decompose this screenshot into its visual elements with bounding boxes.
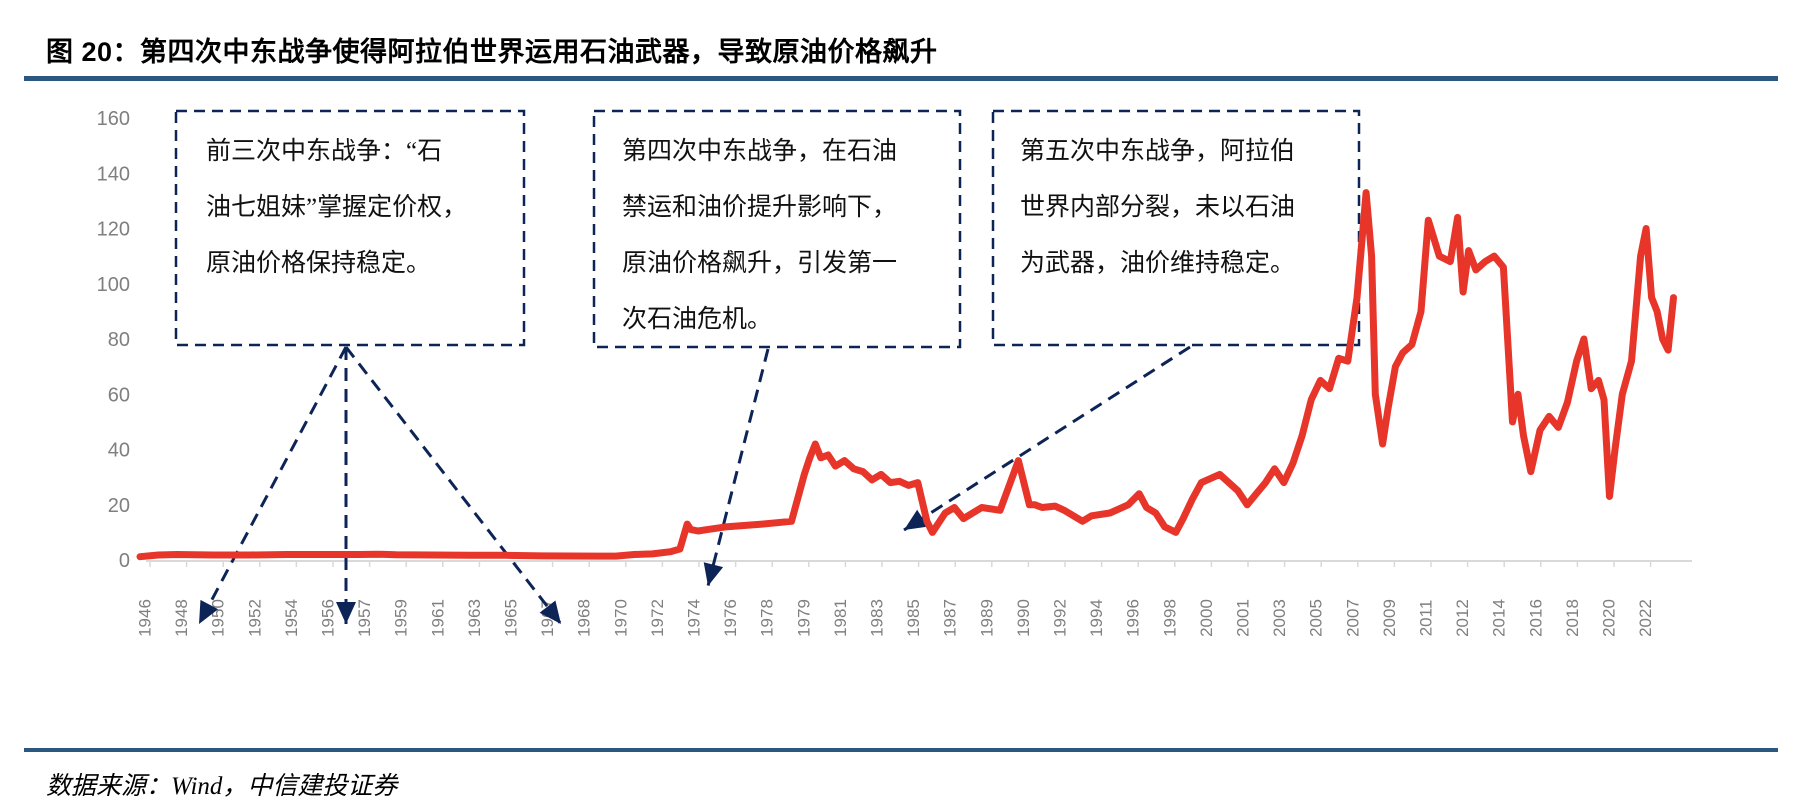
dashed-arrow-line [344, 346, 563, 625]
annotation-line: 次石油危机。 [622, 306, 773, 333]
x-tick-label: 1994 [1087, 599, 1106, 637]
x-tick-label: 2018 [1563, 599, 1582, 637]
annotation-box-border [991, 109, 1361, 347]
y-tick-label: 20 [108, 495, 130, 517]
x-tick-label: 1998 [1160, 599, 1179, 637]
x-tick-label: 2009 [1380, 599, 1399, 637]
x-tick-label: 1961 [428, 599, 447, 637]
annotation-line: 原油价格保持稳定。 [206, 250, 432, 277]
x-tick-label: 1965 [501, 599, 520, 637]
x-tick-label: 1985 [904, 599, 923, 637]
annotation-line: 前三次中东战争：“石 [206, 138, 443, 165]
x-tick-label: 1946 [135, 599, 154, 637]
annotation-box-fourth-war: 第四次中东战争，在石油 禁运和油价提升影响下， 原油价格飙升，引发第一 次石油危… [622, 124, 897, 348]
annotation-line: 油七姐妹”掌握定价权， [206, 194, 468, 221]
x-tick-label: 1954 [282, 599, 301, 637]
x-tick-label: 1974 [684, 599, 703, 637]
annotation-line: 原油价格飙升，引发第一 [622, 250, 898, 277]
x-tick-label: 1979 [794, 599, 813, 637]
x-tick-label: 1963 [465, 599, 484, 637]
x-tick-label: 1948 [172, 599, 191, 637]
annotation-boxes [174, 109, 1361, 349]
annotation-line: 禁运和油价提升影响下， [622, 194, 898, 221]
x-tick-label: 2012 [1453, 599, 1472, 637]
arrowhead-icon [539, 600, 561, 624]
annotation-arrows [197, 345, 1191, 625]
y-tick-label: 120 [97, 219, 130, 241]
x-tick-label: 1970 [611, 599, 630, 637]
arrowhead-icon [336, 602, 356, 624]
y-tick-label: 40 [108, 440, 130, 462]
arrowhead-icon [703, 562, 724, 586]
x-tick-label: 1990 [1014, 599, 1033, 637]
x-tick-label: 1987 [941, 599, 960, 637]
x-tick-label: 1978 [758, 599, 777, 637]
dashed-arrow-line [903, 345, 1191, 532]
x-tick-label: 2014 [1490, 599, 1509, 637]
annotation-box-early-wars: 前三次中东战争：“石 油七姐妹”掌握定价权， 原油价格保持稳定。 [206, 124, 467, 292]
x-tick-label: 2003 [1270, 599, 1289, 637]
x-tick-label: 2022 [1636, 599, 1655, 637]
footer-rule [24, 748, 1778, 752]
y-tick-label: 0 [119, 550, 130, 572]
x-tick-label: 1957 [355, 599, 374, 637]
chart-title: 图 20：第四次中东战争使得阿拉伯世界运用石油武器，导致原油价格飙升 [46, 37, 938, 67]
y-tick-label: 60 [108, 384, 130, 406]
x-tick-label: 1959 [392, 599, 411, 637]
x-tick-label: 2020 [1599, 599, 1618, 637]
x-tick-label: 1996 [1124, 599, 1143, 637]
title-underline [24, 76, 1778, 81]
annotation-box-fifth-war: 第五次中东战争，阿拉伯 世界内部分裂，未以石油 为武器，油价维持稳定。 [1020, 124, 1295, 292]
x-tick-label: 1952 [245, 599, 264, 637]
arrowhead-icon [904, 509, 928, 530]
dashed-arrow-line [706, 348, 770, 587]
annotation-line: 世界内部分裂，未以石油 [1020, 194, 1296, 221]
x-tick-label: 2001 [1233, 599, 1252, 637]
dashed-arrow-line [197, 346, 348, 625]
x-tick-label: 2007 [1343, 599, 1362, 637]
y-tick-label: 140 [97, 163, 130, 185]
x-tick-label: 1968 [575, 599, 594, 637]
arrowhead-icon [199, 599, 219, 624]
annotation-line: 第四次中东战争，在石油 [622, 138, 898, 165]
data-source: 数据来源：Wind，中信建投证券 [46, 773, 398, 800]
x-tick-label: 1981 [831, 599, 850, 637]
annotation-box-border [174, 109, 526, 347]
annotation-box-border [592, 109, 962, 349]
x-tick-label: 1956 [318, 599, 337, 637]
annotation-line: 第五次中东战争，阿拉伯 [1020, 138, 1296, 165]
x-tick-label: 1989 [977, 599, 996, 637]
x-tick-label: 1972 [648, 599, 667, 637]
y-tick-label: 160 [97, 108, 130, 130]
oil-price-series [136, 189, 1677, 561]
x-tick-label: 2005 [1307, 599, 1326, 637]
x-axis: 1946 1948 1950 1952 1954 1956 1957 1959 1961 1963… [135, 560, 1692, 637]
y-tick-label: 80 [108, 329, 130, 351]
x-tick-label: 1976 [721, 599, 740, 637]
x-tick-label: 1983 [867, 599, 886, 637]
x-tick-label: 1950 [209, 599, 228, 637]
x-tick-label: 2011 [1416, 600, 1435, 637]
annotation-line: 为武器，油价维持稳定。 [1020, 250, 1296, 277]
x-tick-label: 2000 [1197, 599, 1216, 637]
y-tick-label: 100 [97, 274, 130, 296]
x-tick-label: 2016 [1526, 599, 1545, 637]
x-tick-label: 1992 [1050, 599, 1069, 637]
y-axis: 0 20 40 60 80 100 120 140 160 [97, 108, 130, 572]
